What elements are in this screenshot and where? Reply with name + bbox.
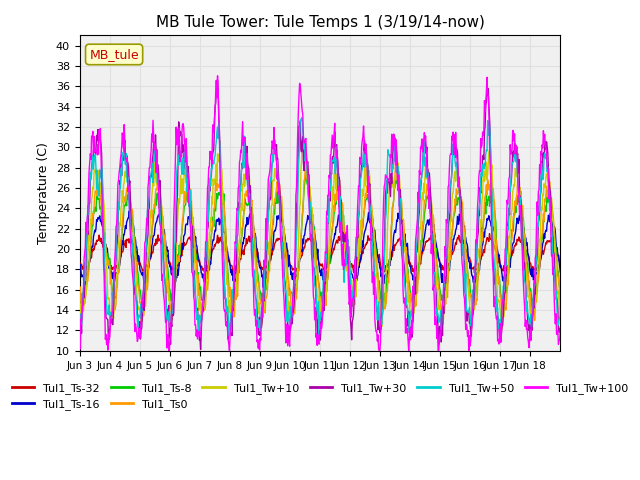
Text: MB_tule: MB_tule xyxy=(90,48,139,61)
Y-axis label: Temperature (C): Temperature (C) xyxy=(37,142,50,244)
Legend: Tul1_Ts-32, Tul1_Ts-16, Tul1_Ts-8, Tul1_Ts0, Tul1_Tw+10, Tul1_Tw+30, Tul1_Tw+50,: Tul1_Ts-32, Tul1_Ts-16, Tul1_Ts-8, Tul1_… xyxy=(7,378,633,415)
Title: MB Tule Tower: Tule Temps 1 (3/19/14-now): MB Tule Tower: Tule Temps 1 (3/19/14-now… xyxy=(156,15,484,30)
